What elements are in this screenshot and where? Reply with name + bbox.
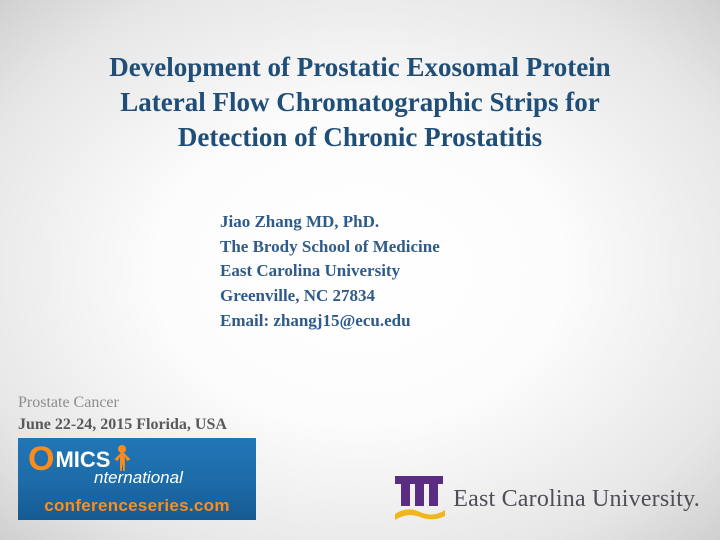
author-email: Email: zhangj15@ecu.edu xyxy=(220,309,440,334)
author-university: East Carolina University xyxy=(220,259,440,284)
omics-logo-url: conferenceseries.com xyxy=(18,496,256,516)
title-line-2: Lateral Flow Chromatographic Strips for xyxy=(120,87,599,117)
omics-logo-international: nternational xyxy=(94,468,183,488)
title-line-3: Detection of Chronic Prostatitis xyxy=(178,122,542,152)
wave-icon xyxy=(395,506,445,520)
omics-logo-o: O xyxy=(28,442,54,476)
author-affiliation: The Brody School of Medicine xyxy=(220,235,440,260)
ecu-logo: East Carolina University. xyxy=(397,478,700,520)
author-address: Greenville, NC 27834 xyxy=(220,284,440,309)
event-block: Prostate Cancer June 22-24, 2015 Florida… xyxy=(18,392,227,435)
omics-logo: O MICS nternational conferenceseries.com xyxy=(18,438,256,520)
slide-title: Development of Prostatic Exosomal Protei… xyxy=(40,50,680,155)
ecu-logo-text: East Carolina University. xyxy=(453,486,700,513)
event-topic: Prostate Cancer xyxy=(18,392,227,414)
author-name: Jiao Zhang MD, PhD. xyxy=(220,210,440,235)
author-block: Jiao Zhang MD, PhD. The Brody School of … xyxy=(220,210,440,333)
title-line-1: Development of Prostatic Exosomal Protei… xyxy=(109,52,610,82)
ecu-mark-icon xyxy=(397,478,443,520)
event-date: June 22-24, 2015 Florida, USA xyxy=(18,414,227,436)
